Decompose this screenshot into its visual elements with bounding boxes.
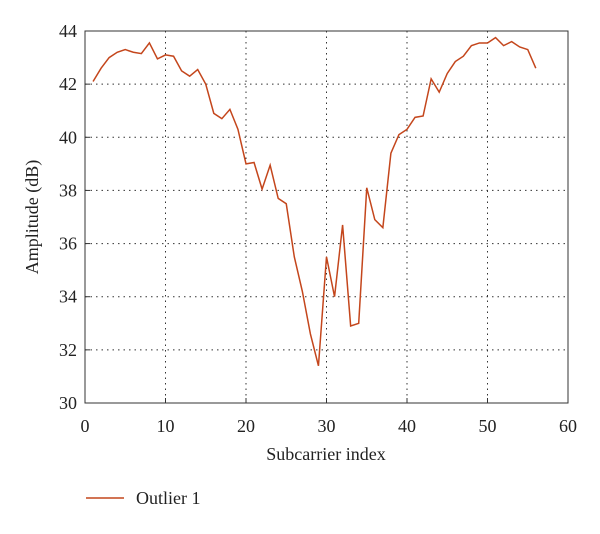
- x-tick-label: 0: [81, 416, 90, 436]
- y-tick-label: 34: [59, 287, 77, 307]
- x-tick-label: 20: [237, 416, 255, 436]
- y-tick-label: 30: [59, 393, 77, 413]
- x-tick-label: 40: [398, 416, 416, 436]
- x-tick-label: 50: [479, 416, 497, 436]
- y-tick-label: 32: [59, 340, 77, 360]
- x-tick-label: 10: [157, 416, 175, 436]
- legend-label: Outlier 1: [136, 488, 201, 508]
- y-axis-label: Amplitude (dB): [22, 160, 43, 275]
- x-tick-label: 60: [559, 416, 577, 436]
- y-tick-label: 38: [59, 180, 77, 200]
- plot-frame: [84, 30, 569, 404]
- y-tick-label: 36: [59, 234, 77, 254]
- x-axis-label: Subcarrier index: [266, 444, 385, 464]
- y-tick-label: 40: [59, 127, 77, 147]
- y-tick-label: 42: [59, 74, 77, 94]
- data-line: [92, 36, 537, 366]
- y-tick-label: 44: [59, 21, 77, 41]
- x-tick-label: 30: [318, 416, 336, 436]
